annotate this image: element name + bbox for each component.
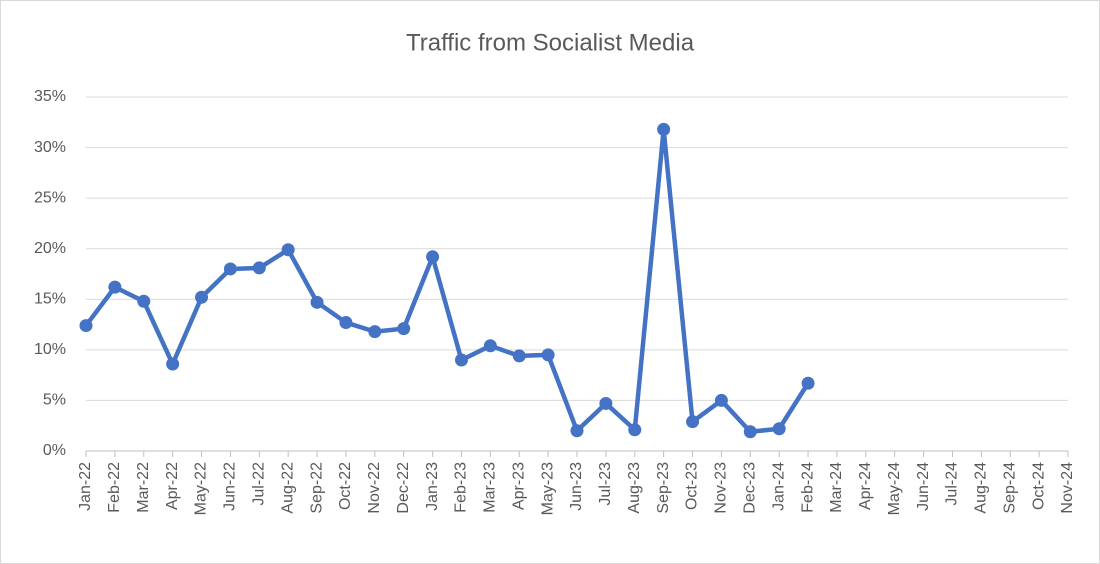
- x-tick-label: Jul-22: [251, 462, 268, 506]
- x-tick-label: Aug-22: [279, 462, 296, 514]
- x-tick-label: Feb-23: [453, 462, 470, 513]
- x-tick-label: Nov-23: [713, 462, 730, 514]
- x-tick-label: Nov-24: [1059, 462, 1076, 514]
- data-point: [570, 424, 584, 438]
- data-point: [310, 295, 324, 309]
- x-tick-label: Jun-23: [568, 462, 585, 511]
- data-point: [281, 243, 295, 257]
- y-tick-label: 20%: [34, 240, 66, 257]
- x-tick-label: Aug-24: [973, 462, 990, 514]
- y-tick-label: 30%: [34, 139, 66, 156]
- x-tick-label: Sep-24: [1001, 462, 1018, 514]
- data-point: [801, 376, 815, 390]
- y-tick-label: 10%: [34, 341, 66, 358]
- x-tick-label: Jan-23: [424, 462, 441, 511]
- data-point: [714, 393, 728, 407]
- y-tick-label: 5%: [43, 392, 66, 409]
- x-tick-label: Dec-23: [742, 462, 759, 514]
- data-point: [628, 423, 642, 437]
- x-tick-label: Oct-23: [684, 462, 701, 510]
- data-point: [454, 353, 468, 367]
- x-tick-label: Apr-24: [857, 462, 874, 510]
- x-tick-label: May-22: [193, 462, 210, 515]
- x-tick-label: Mar-22: [135, 462, 152, 513]
- y-tick-label: 25%: [34, 189, 66, 206]
- x-tick-label: Mar-24: [828, 462, 845, 513]
- data-point: [426, 250, 440, 264]
- data-point: [541, 348, 555, 362]
- data-point: [657, 122, 671, 136]
- x-tick-label: Jan-24: [770, 462, 787, 511]
- y-tick-label: 35%: [34, 88, 66, 105]
- x-tick-label: Aug-23: [626, 462, 643, 514]
- x-tick-label: Nov-22: [366, 462, 383, 514]
- data-point: [483, 339, 497, 353]
- data-point: [195, 290, 209, 304]
- x-tick-label: Jan-22: [77, 462, 94, 511]
- x-tick-label: Jun-24: [915, 462, 932, 511]
- data-point: [79, 319, 93, 333]
- data-point: [368, 325, 382, 339]
- x-tick-label: Oct-22: [337, 462, 354, 510]
- data-point: [772, 422, 786, 436]
- data-point: [512, 349, 526, 363]
- data-point: [137, 294, 151, 308]
- data-point: [397, 322, 411, 336]
- data-point: [108, 280, 122, 294]
- x-tick-label: Apr-22: [164, 462, 181, 510]
- series-line: [84, 127, 810, 435]
- data-point: [686, 415, 700, 429]
- y-tick-label: 0%: [43, 442, 66, 459]
- x-tick-label: Jun-22: [222, 462, 239, 511]
- x-tick-label: Jul-24: [944, 462, 961, 506]
- x-tick-label: Apr-23: [510, 462, 527, 510]
- x-tick-label: Dec-22: [395, 462, 412, 514]
- data-point: [743, 425, 757, 439]
- x-tick-label: Mar-23: [482, 462, 499, 513]
- data-point: [339, 316, 353, 330]
- data-point: [223, 262, 237, 276]
- y-tick-label: 15%: [34, 291, 66, 308]
- x-tick-label: Sep-22: [308, 462, 325, 514]
- x-tick-label: Feb-22: [106, 462, 123, 513]
- x-tick-label: Sep-23: [655, 462, 672, 514]
- x-tick-label: May-23: [539, 462, 556, 515]
- data-point: [252, 261, 266, 275]
- x-tick-label: Jul-23: [597, 462, 614, 506]
- chart-title: Traffic from Socialist Media: [406, 29, 695, 56]
- x-tick-label: Feb-24: [799, 462, 816, 513]
- data-point: [599, 396, 613, 410]
- x-tick-label: Oct-24: [1030, 462, 1047, 510]
- data-point: [166, 357, 180, 371]
- x-tick-label: May-24: [886, 462, 903, 515]
